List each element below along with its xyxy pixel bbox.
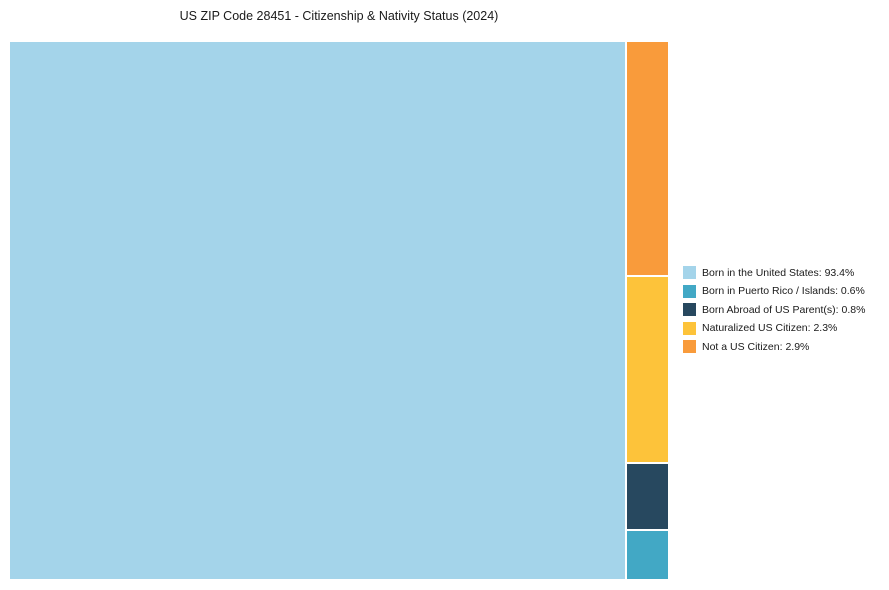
treemap-segment-born-in-puerto-rico-islands[interactable] bbox=[626, 530, 668, 579]
legend-item-born-in-puerto-rico-islands: Born in Puerto Rico / Islands: 0.6% bbox=[683, 284, 865, 298]
treemap-segment-born-in-the-united-states[interactable] bbox=[10, 42, 625, 579]
legend-label: Born Abroad of US Parent(s): 0.8% bbox=[702, 303, 866, 316]
legend-label: Naturalized US Citizen: 2.3% bbox=[702, 322, 838, 334]
treemap-segment-not-a-us-citizen[interactable] bbox=[626, 42, 668, 276]
legend-swatch-icon bbox=[683, 303, 696, 316]
legend-swatch-icon bbox=[683, 284, 696, 298]
treemap-segment-naturalized-us-citizen[interactable] bbox=[626, 277, 668, 463]
chart-title: US ZIP Code 28451 - Citizenship & Nativi… bbox=[179, 9, 499, 23]
legend-label: Born in Puerto Rico / Islands: 0.6% bbox=[702, 285, 865, 297]
legend-label: Not a US Citizen: 2.9% bbox=[702, 340, 810, 353]
treemap-minor-column bbox=[626, 42, 668, 579]
treemap-segment-born-abroad-of-us-parent-s[interactable] bbox=[626, 464, 668, 529]
chart-legend: Born in the United States: 93.4% Born in … bbox=[683, 266, 865, 359]
legend-item-born-in-the-united-states: Born in the United States: 93.4% bbox=[683, 266, 865, 279]
legend-item-not-a-us-citizen: Not a US Citizen: 2.9% bbox=[683, 340, 865, 353]
legend-swatch-icon bbox=[683, 340, 696, 353]
legend-swatch-icon bbox=[683, 266, 696, 279]
legend-item-born-abroad-of-us-parent-s: Born Abroad of US Parent(s): 0.8% bbox=[683, 303, 865, 316]
legend-item-naturalized-us-citizen: Naturalized US Citizen: 2.3% bbox=[683, 321, 865, 335]
legend-label: Born in the United States: 93.4% bbox=[702, 266, 855, 279]
legend-swatch-icon bbox=[683, 321, 696, 335]
treemap-chart bbox=[10, 42, 668, 579]
